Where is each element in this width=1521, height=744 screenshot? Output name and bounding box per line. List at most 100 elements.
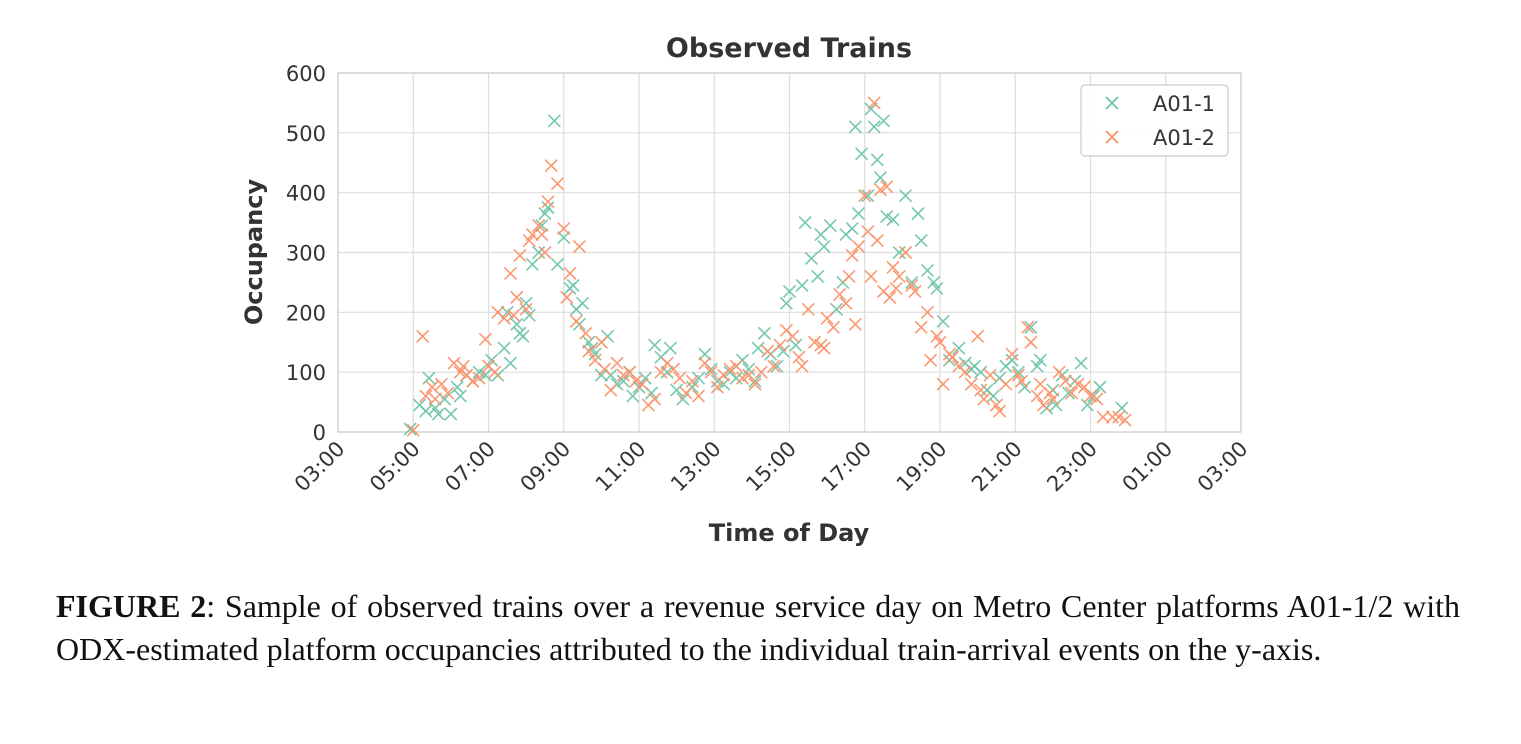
data-point-a01-1 [798,216,812,230]
data-point-a01-2 [698,356,712,370]
data-point-a01-2 [1112,410,1126,424]
data-point-a01-2 [735,371,750,385]
data-point-a01-2 [1065,386,1079,400]
data-point-a01-1 [861,189,875,203]
data-point-a01-1 [905,275,919,289]
legend-marker-a01-1 [1105,96,1119,110]
data-point-a01-1 [779,296,793,310]
data-point-a01-2 [898,245,913,260]
data-point-a01-1 [1074,356,1088,370]
data-point-a01-1 [516,329,530,343]
data-point-a01-2 [889,281,903,295]
data-point-a01-1 [742,362,756,376]
data-point-a01-1 [770,359,784,373]
data-point-a01-2 [597,362,612,376]
data-point-a01-1 [419,404,433,418]
data-point-a01-2 [623,365,637,379]
data-point-a01-1 [914,233,928,248]
data-point-a01-2 [503,266,518,281]
data-point-a01-2 [914,320,928,334]
data-point-a01-2 [447,356,461,370]
data-point-a01-2 [1030,389,1044,403]
data-point-a01-2 [1058,374,1072,388]
data-point-a01-2 [817,341,831,355]
data-point-a01-2 [579,326,593,340]
data-point-a01-2 [557,222,571,236]
data-point-a01-1 [503,356,518,370]
data-point-a01-2 [544,159,558,173]
data-point-a01-2 [1014,374,1029,388]
data-point-a01-1 [1005,353,1019,367]
data-point-a01-2 [936,377,950,391]
data-point-a01-1 [898,189,913,203]
x-tick-label: 17:00 [817,437,877,497]
data-point-a01-1 [648,338,662,352]
data-point-a01-2 [748,377,762,391]
data-point-a01-1 [588,347,602,361]
data-point-a01-2 [993,404,1007,418]
data-point-a01-1 [692,371,706,385]
x-axis-label: Time of Day [709,519,870,547]
data-point-a01-2 [538,245,552,260]
data-point-a01-1 [575,296,590,310]
data-point-a01-1 [782,284,797,298]
data-point-a01-2 [729,359,743,373]
data-point-a01-1 [920,263,935,278]
x-tick-label: 23:00 [1042,437,1102,497]
data-point-a01-2 [488,365,502,379]
data-point-a01-2 [629,374,643,388]
data-point-a01-1 [757,326,771,340]
data-point-a01-2 [550,177,565,191]
data-point-a01-2 [532,219,546,233]
data-point-a01-2 [908,284,922,298]
data-point-a01-1 [974,365,988,379]
figure-caption: FIGURE 2: Sample of observed trains over… [56,585,1460,671]
data-point-a01-2 [535,227,549,242]
data-point-a01-1 [1024,320,1038,334]
data-point-a01-1 [873,171,887,185]
data-point-a01-2 [497,311,511,325]
data-point-a01-1 [911,207,925,221]
data-point-a01-2 [560,290,574,304]
data-point-a01-2 [654,365,668,379]
data-point-a01-2 [610,356,624,370]
x-tick-label: 01:00 [1118,437,1178,497]
data-point-a01-2 [892,269,906,283]
data-point-a01-2 [692,389,706,403]
legend-label-a01-2: A01-2 [1153,126,1215,150]
data-point-a01-2 [848,317,862,331]
data-point-a01-1 [525,257,539,272]
data-point-a01-1 [1080,398,1094,412]
y-tick-label: 400 [286,182,326,206]
data-point-a01-1 [626,389,640,403]
data-point-a01-2 [945,350,960,364]
data-point-a01-2 [1096,410,1110,424]
x-tick-label: 03:00 [290,437,350,497]
data-point-a01-2 [685,374,699,388]
data-point-a01-2 [434,377,449,391]
data-point-a01-2 [582,344,596,358]
data-point-a01-2 [742,368,756,382]
data-point-a01-1 [444,407,458,421]
data-point-a01-2 [428,392,442,406]
data-point-a01-2 [864,269,878,283]
data-point-a01-1 [851,207,866,221]
x-tick-label: 07:00 [440,437,500,497]
plot-frame [337,72,1242,433]
y-tick-label: 100 [286,361,326,385]
data-point-a01-2 [820,311,834,325]
grid [337,72,1242,433]
y-tick-label: 200 [286,301,326,325]
data-point-a01-2 [425,380,439,394]
data-point-a01-2 [513,248,527,263]
data-point-a01-2 [873,183,887,197]
data-point-a01-1 [867,120,881,134]
data-point-a01-2 [710,380,724,394]
data-point-a01-2 [648,392,662,406]
data-point-a01-1 [817,239,831,254]
data-points [403,96,1132,437]
data-point-a01-2 [569,314,583,328]
data-point-a01-2 [867,96,881,110]
data-point-a01-2 [510,290,524,304]
